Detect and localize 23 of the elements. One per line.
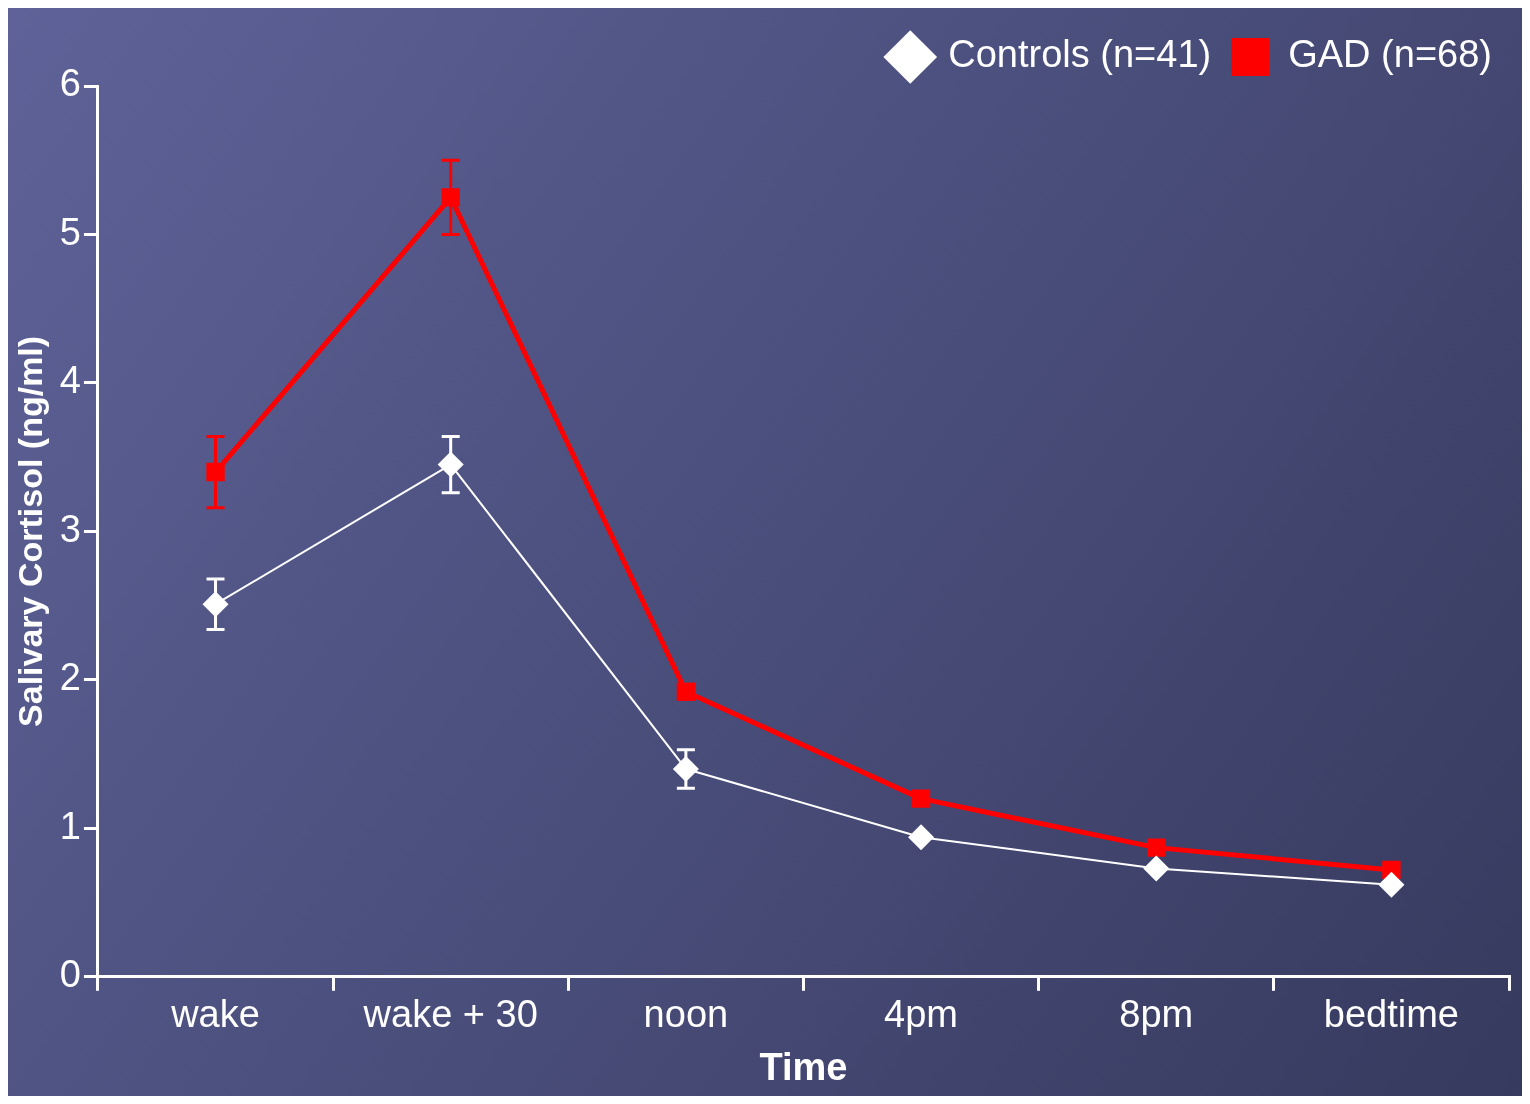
y-tick-label: 1 [59, 804, 81, 847]
point [1378, 871, 1405, 898]
y-tick-label: 0 [59, 953, 81, 996]
x-tick-label: wake [170, 993, 260, 1036]
x-tick-label: 8pm [1119, 993, 1194, 1036]
x-tick-label: noon [643, 993, 729, 1036]
y-axis-title: Salivary Cortisol (ng/ml) [10, 335, 49, 727]
y-tick-label: 5 [59, 210, 81, 253]
x-tick-label: 4pm [884, 993, 959, 1036]
y-tick-label: 4 [59, 359, 81, 402]
point [676, 682, 696, 701]
x-tick-label: wake + 30 [362, 993, 538, 1036]
x-tick-label: bedtime [1323, 993, 1460, 1036]
legend-label: GAD (n=68) [1288, 33, 1493, 76]
point [1147, 838, 1166, 857]
y-tick-label: 3 [59, 507, 81, 550]
y-tick-label: 2 [59, 656, 81, 699]
y-tick-label: 6 [59, 62, 81, 105]
point [908, 824, 935, 851]
legend-label: Controls (n=41) [948, 33, 1212, 76]
point [1143, 855, 1170, 882]
point [911, 789, 931, 808]
x-axis-title: Time [759, 1045, 848, 1088]
